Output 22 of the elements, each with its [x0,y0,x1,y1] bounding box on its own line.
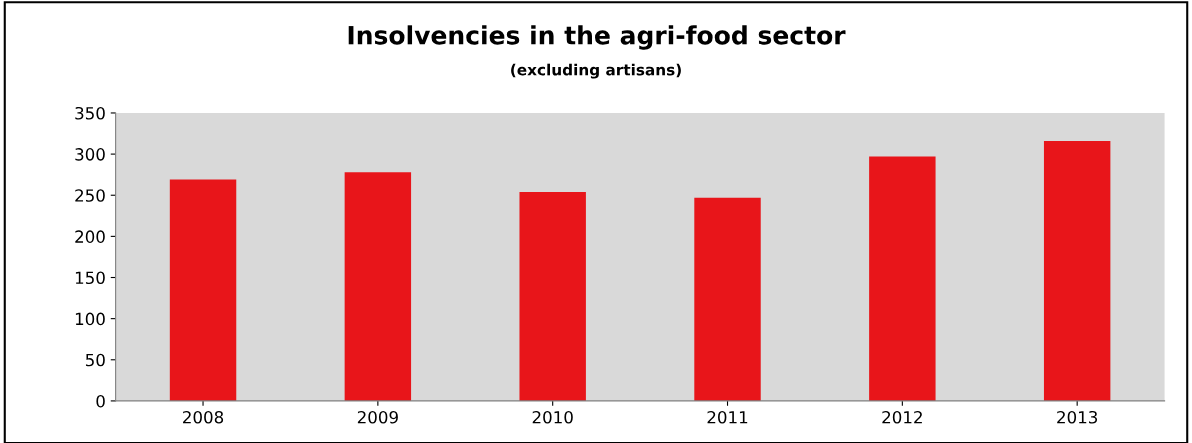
x-tick-label: 2011 [707,410,748,424]
x-tick-label: 2008 [183,410,224,424]
y-tick-label: 350 [75,106,105,120]
y-tick-label: 100 [75,312,105,326]
y-tick-label: 0 [96,394,105,408]
bar [169,179,237,401]
bar [344,172,412,401]
x-tick-label: 2012 [882,410,922,424]
chart-title: Insolvencies in the agri-food sector [348,25,846,50]
x-tick-label: 2013 [1057,410,1098,424]
bar [869,156,936,401]
bar [1043,140,1111,401]
bar [694,197,761,401]
y-tick-label: 200 [75,230,105,243]
x-tick-label: 2009 [357,410,398,424]
chart-subtitle: (excluding artisans) [511,63,681,79]
y-tick-label: 150 [75,271,105,285]
y-tick-label: 250 [75,189,105,202]
y-tick-label: 50 [85,353,105,367]
y-tick-label: 300 [75,148,105,161]
x-tick-label: 2010 [532,410,573,424]
bar [519,191,586,401]
